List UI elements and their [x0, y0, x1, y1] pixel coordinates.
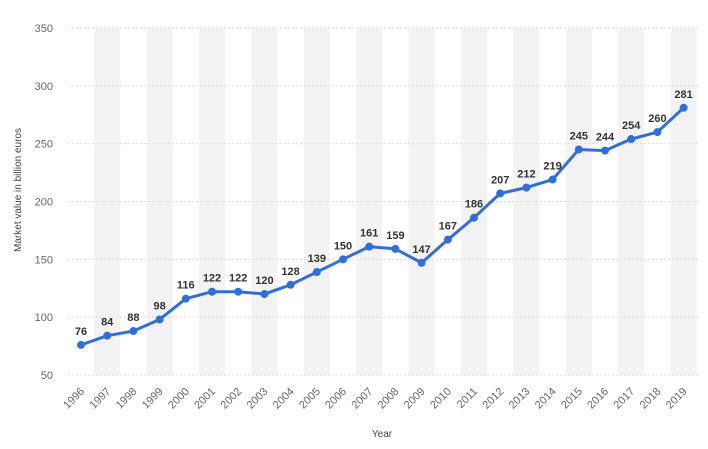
column-band [565, 28, 592, 375]
data-point [443, 235, 452, 244]
data-point [522, 183, 531, 192]
data-label: 139 [308, 253, 326, 265]
x-tick-label: 2017 [612, 386, 638, 412]
data-label: 150 [334, 240, 352, 252]
data-points [77, 103, 688, 349]
column-band [618, 28, 645, 375]
data-point [181, 294, 190, 303]
data-labels: 76 84 88 98 116 122 122 120 128 139 150 161 159 147 16… [75, 89, 693, 338]
series-line [80, 106, 685, 347]
data-point [155, 315, 164, 324]
x-tick-label: 2015 [559, 386, 585, 412]
data-label: 167 [439, 221, 457, 233]
y-tick-label: 100 [35, 312, 53, 324]
y-tick-label: 250 [35, 139, 53, 151]
x-tick-label: 2001 [192, 386, 218, 412]
data-label: 219 [543, 161, 561, 173]
y-axis-ticks: 50 100 150 200 250 300 350 [35, 23, 53, 382]
x-tick-label: 2002 [219, 386, 245, 412]
data-label: 76 [75, 326, 87, 338]
data-point [496, 189, 505, 198]
data-point [208, 287, 216, 296]
y-tick-label: 300 [35, 81, 53, 93]
data-label: 245 [570, 130, 588, 142]
data-label: 244 [596, 132, 615, 144]
data-label: 120 [255, 275, 273, 287]
data-label: 147 [412, 244, 430, 256]
data-point [470, 213, 478, 222]
data-point [365, 242, 374, 251]
gridlines [68, 27, 698, 376]
data-label: 98 [153, 300, 165, 312]
column-band [94, 28, 121, 375]
data-point [234, 287, 243, 296]
data-label: 122 [229, 273, 247, 285]
y-tick-label: 200 [35, 197, 53, 209]
y-tick-label: 50 [41, 370, 53, 382]
y-axis-title: Market value in billion euros [13, 128, 24, 252]
x-tick-label: 1997 [88, 386, 114, 412]
x-axis-title: Year [372, 429, 393, 440]
data-point [77, 340, 85, 349]
x-tick-label: 2006 [323, 386, 349, 412]
x-tick-label: 2009 [402, 386, 428, 412]
data-label: 84 [101, 317, 114, 329]
x-tick-label: 2004 [271, 386, 297, 412]
x-axis-ticks: 1996 1997 1998 1999 2000 2001 2002 2003 2004 2005… [61, 386, 689, 412]
x-tick-label: 1996 [61, 386, 87, 412]
data-point [548, 175, 557, 184]
x-tick-label: 2005 [297, 386, 323, 412]
x-tick-label: 2013 [507, 386, 533, 412]
data-point [627, 135, 636, 144]
data-point [574, 145, 583, 154]
data-point [679, 103, 688, 112]
x-tick-label: 2016 [585, 386, 611, 412]
data-point [260, 290, 269, 299]
x-tick-label: 1998 [114, 386, 140, 412]
data-point [103, 331, 112, 340]
data-point [601, 146, 609, 155]
data-point [286, 280, 295, 289]
x-tick-label: 2014 [533, 386, 559, 412]
data-label: 88 [127, 312, 139, 324]
y-tick-label: 350 [35, 23, 53, 35]
data-point [339, 255, 347, 264]
x-tick-label: 1999 [140, 386, 166, 412]
data-point [312, 268, 321, 277]
data-point [129, 327, 138, 336]
data-label: 128 [281, 266, 299, 278]
data-point [417, 258, 426, 267]
x-tick-label: 2011 [455, 386, 480, 411]
data-label: 116 [177, 280, 195, 292]
data-label: 212 [517, 169, 535, 181]
x-tick-label: 2012 [481, 386, 507, 412]
x-tick-label: 2000 [166, 386, 192, 412]
data-label: 159 [386, 230, 404, 242]
y-tick-label: 150 [35, 254, 53, 266]
data-label: 281 [674, 89, 692, 101]
data-label: 254 [622, 120, 641, 132]
data-point [391, 244, 400, 253]
x-tick-label: 2018 [638, 386, 664, 412]
data-label: 186 [465, 199, 483, 211]
data-point [653, 128, 662, 137]
x-tick-label: 2007 [350, 386, 376, 412]
data-label: 122 [203, 273, 221, 285]
x-tick-label: 2008 [376, 386, 402, 412]
x-tick-label: 2003 [245, 386, 271, 412]
x-tick-label: 2019 [664, 386, 690, 412]
x-tick-label: 2010 [428, 386, 454, 412]
data-label: 207 [491, 174, 509, 186]
data-label: 260 [648, 113, 666, 125]
data-label: 161 [360, 228, 378, 240]
